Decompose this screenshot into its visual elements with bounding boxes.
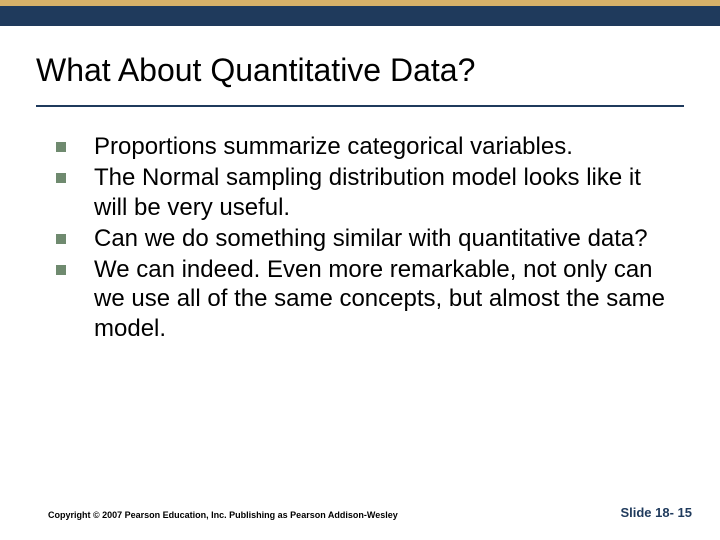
list-item: Proportions summarize categorical variab… [56, 132, 670, 161]
slide-title: What About Quantitative Data? [36, 52, 684, 99]
list-item: The Normal sampling distribution model l… [56, 163, 670, 222]
top-accent-band-navy [0, 6, 720, 26]
slide-number: Slide 18- 15 [620, 505, 692, 520]
copyright-text: Copyright © 2007 Pearson Education, Inc.… [48, 510, 398, 520]
title-block: What About Quantitative Data? [36, 52, 684, 107]
bullet-text: Can we do something similar with quantit… [94, 224, 648, 253]
list-item: We can indeed. Even more remarkable, not… [56, 255, 670, 343]
footer: Copyright © 2007 Pearson Education, Inc.… [48, 505, 692, 520]
square-bullet-icon [56, 234, 66, 244]
slide-container: What About Quantitative Data? Proportion… [0, 0, 720, 540]
bullet-text: We can indeed. Even more remarkable, not… [94, 255, 670, 343]
bullet-text: Proportions summarize categorical variab… [94, 132, 573, 161]
list-item: Can we do something similar with quantit… [56, 224, 670, 253]
bullet-text: The Normal sampling distribution model l… [94, 163, 670, 222]
square-bullet-icon [56, 173, 66, 183]
square-bullet-icon [56, 142, 66, 152]
title-underline [36, 105, 684, 107]
bullet-list: Proportions summarize categorical variab… [56, 132, 670, 345]
square-bullet-icon [56, 265, 66, 275]
